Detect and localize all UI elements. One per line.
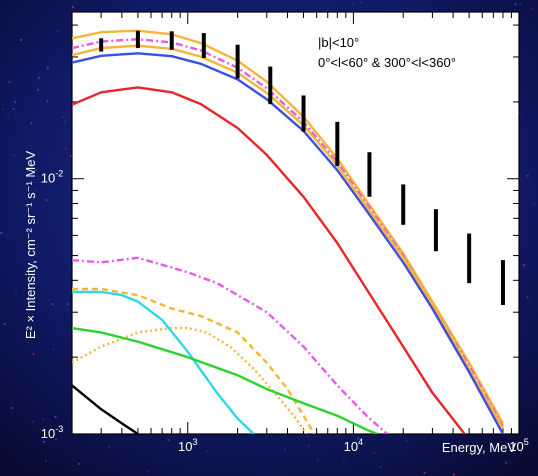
series-line-3 (72, 44, 504, 430)
data-points (99, 30, 505, 306)
y-tick-labels: 10-3 10-2 (41, 169, 63, 441)
x-tick-label: 104 (344, 437, 363, 454)
annotation-line-1: |b|<10° (318, 35, 359, 50)
y-tick-label: 10-2 (41, 169, 63, 186)
series-line-6 (72, 256, 388, 434)
series-line-11 (72, 384, 139, 434)
x-tick-label: 103 (178, 437, 197, 454)
x-axis-label: Energy, MeV (442, 440, 517, 455)
series-line-5 (72, 86, 467, 434)
y-tick-label: 10-3 (41, 424, 63, 441)
series-line-9 (72, 290, 255, 434)
series-line-7 (72, 287, 316, 434)
series-line-10 (72, 326, 379, 434)
annotation-line-2: 0°<l<60° & 300°<l<360° (318, 55, 456, 70)
series-line-4 (72, 52, 504, 434)
series-line-1 (72, 29, 504, 424)
model-curves (72, 29, 504, 434)
y-axis-label: E² × Intensity, cm⁻² sr⁻¹ s⁻¹ MeV (23, 151, 38, 340)
plot-frame (71, 11, 520, 435)
